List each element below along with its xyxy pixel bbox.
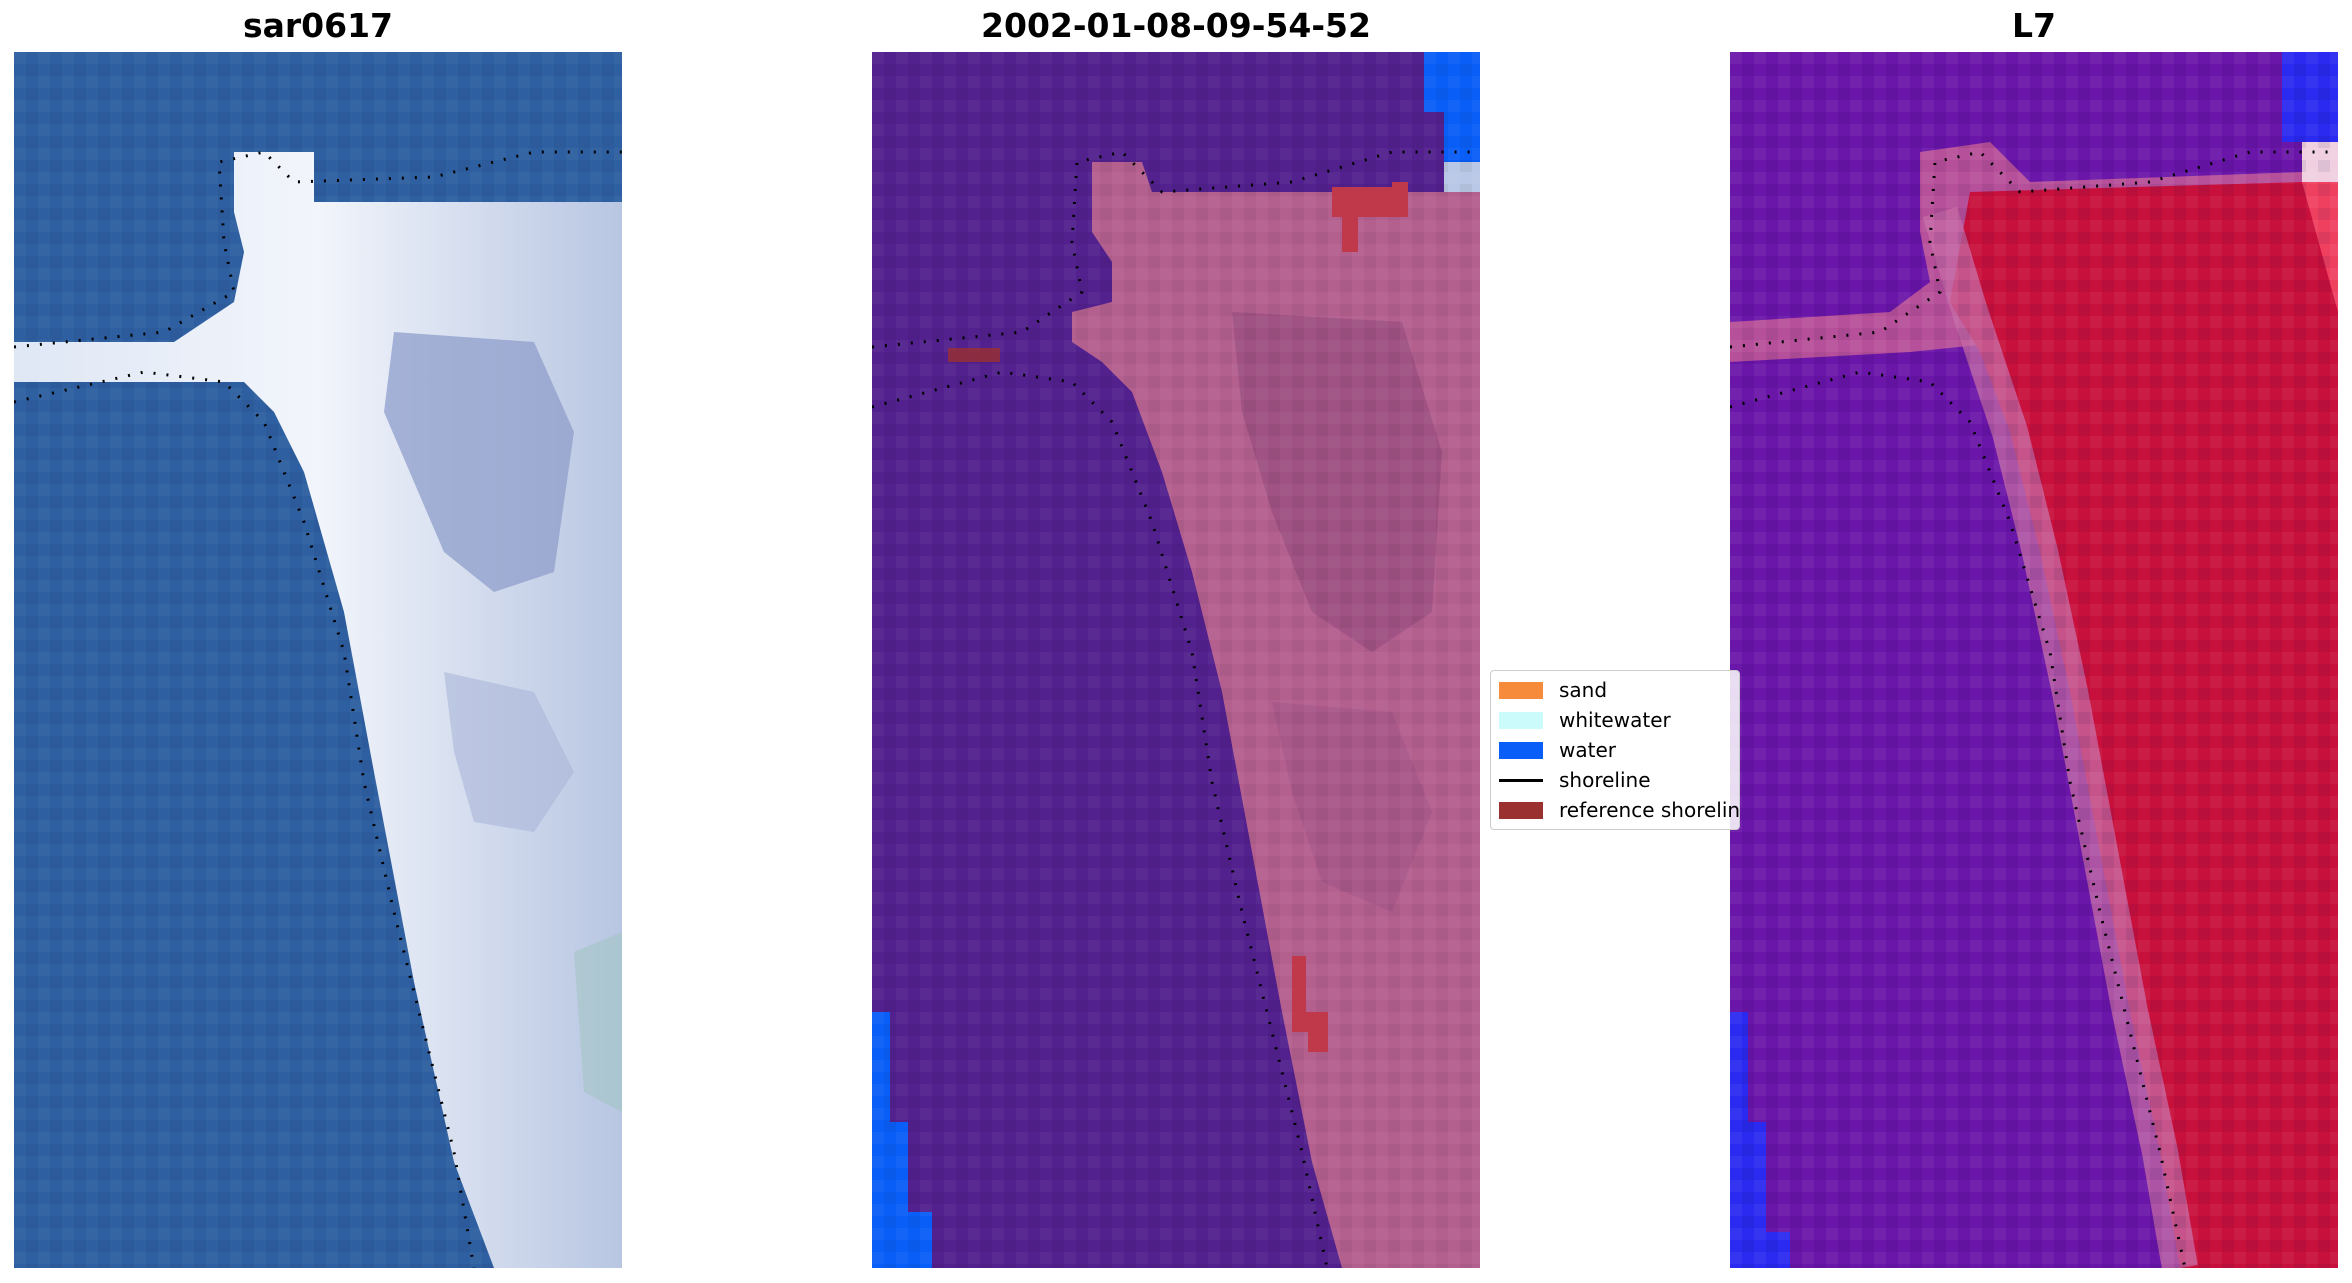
legend-label: reference shoreline [1559, 798, 1740, 822]
legend-label: water [1559, 738, 1616, 762]
legend-item-whitewater: whitewater [1491, 705, 1739, 735]
water-swatch [1499, 741, 1543, 759]
classified-image [872, 52, 1480, 1268]
classified-image-panel [872, 52, 1480, 1268]
legend-item-reference-shoreline: reference shoreline [1491, 795, 1739, 825]
panel-title-rgb: sar0617 [242, 6, 394, 45]
legend-label: shoreline [1559, 768, 1651, 792]
whitewater-swatch [1499, 711, 1543, 729]
shoreline-line-icon [1499, 778, 1543, 782]
legend-label: whitewater [1559, 708, 1671, 732]
rgb-image [14, 52, 622, 1268]
legend-item-sand: sand [1491, 675, 1739, 705]
panel-title-index: L7 [2012, 6, 2056, 45]
legend: sand whitewater water shoreline referenc… [1490, 670, 1740, 830]
panel-title-classified: 2002-01-08-09-54-52 [981, 6, 1371, 45]
legend-item-water: water [1491, 735, 1739, 765]
reference-shoreline-swatch [1499, 801, 1543, 819]
sand-swatch [1499, 681, 1543, 699]
legend-item-shoreline: shoreline [1491, 765, 1739, 795]
legend-label: sand [1559, 678, 1608, 702]
index-image [1730, 52, 2338, 1268]
rgb-image-panel [14, 52, 622, 1268]
index-image-panel [1730, 52, 2338, 1268]
